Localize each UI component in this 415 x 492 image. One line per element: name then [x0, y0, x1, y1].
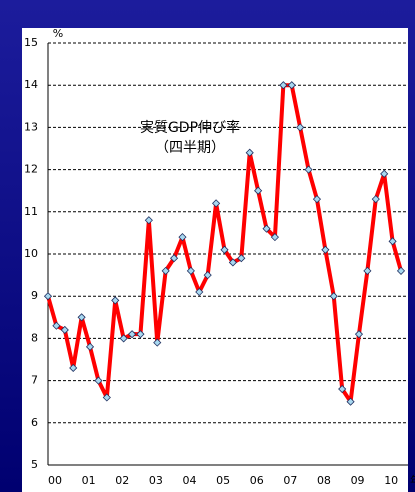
data-point	[338, 384, 347, 394]
data-point	[161, 266, 170, 275]
data-point	[111, 296, 120, 305]
data-point	[270, 233, 279, 242]
data-point	[363, 266, 372, 275]
data-point	[52, 321, 61, 330]
data-point	[94, 376, 103, 385]
x-tick-label: 07	[283, 474, 297, 487]
data-point	[212, 199, 221, 208]
x-tick-label: 03	[149, 474, 163, 487]
data-point	[195, 287, 204, 297]
data-point	[287, 81, 296, 90]
data-point	[178, 233, 187, 242]
data-point	[296, 123, 305, 132]
data-point	[127, 330, 137, 339]
data-point	[279, 81, 288, 90]
data-point	[119, 334, 128, 343]
x-tick-label: 09	[351, 474, 365, 487]
data-point	[237, 254, 246, 263]
y-tick-label: 6	[31, 416, 38, 429]
y-tick-label: 12	[24, 163, 38, 176]
data-point	[254, 186, 263, 195]
data-point	[136, 330, 145, 339]
x-tick-label: 01	[82, 474, 96, 487]
y-tick-label: 10	[24, 247, 38, 260]
x-tick-label: 04	[182, 474, 196, 487]
y-unit: %	[53, 27, 63, 40]
x-unit: 年	[410, 473, 415, 487]
x-tick-label: 10	[384, 474, 398, 487]
data-point	[245, 148, 254, 157]
data-point	[396, 266, 406, 275]
data-point	[304, 165, 313, 174]
data-point	[60, 325, 69, 335]
data-point	[220, 245, 229, 254]
data-point	[262, 224, 271, 233]
data-point	[321, 245, 330, 254]
y-tick-label: 13	[24, 120, 38, 133]
data-point	[329, 292, 338, 301]
x-tick-label: 00	[48, 474, 62, 487]
y-tick-label: 5	[31, 458, 38, 471]
data-point	[228, 258, 237, 267]
data-point	[203, 271, 212, 280]
data-point	[186, 266, 195, 275]
data-point	[312, 195, 322, 204]
data-point	[43, 292, 53, 301]
data-point	[388, 237, 397, 246]
data-point	[85, 342, 95, 351]
data-point	[354, 330, 364, 339]
x-tick-label: 02	[115, 474, 129, 487]
x-tick-label: 05	[216, 474, 230, 487]
data-point	[380, 169, 389, 178]
data-point	[371, 195, 380, 204]
y-tick-label: 11	[24, 205, 38, 218]
y-tick-label: 7	[31, 374, 38, 387]
annotation: （四半期）	[155, 140, 225, 156]
data-point	[69, 363, 78, 373]
y-tick-label: 9	[31, 289, 38, 302]
x-tick-label: 08	[317, 474, 331, 487]
data-point	[153, 338, 162, 347]
data-point	[346, 397, 355, 406]
data-point	[77, 313, 86, 322]
x-tick-label: 06	[250, 474, 264, 487]
data-point	[170, 254, 179, 263]
data-point	[102, 393, 111, 402]
y-tick-label: 15	[24, 36, 38, 49]
plot-background	[22, 28, 408, 492]
y-tick-label: 8	[31, 331, 38, 344]
y-tick-label: 14	[24, 78, 38, 91]
data-point	[144, 216, 153, 225]
